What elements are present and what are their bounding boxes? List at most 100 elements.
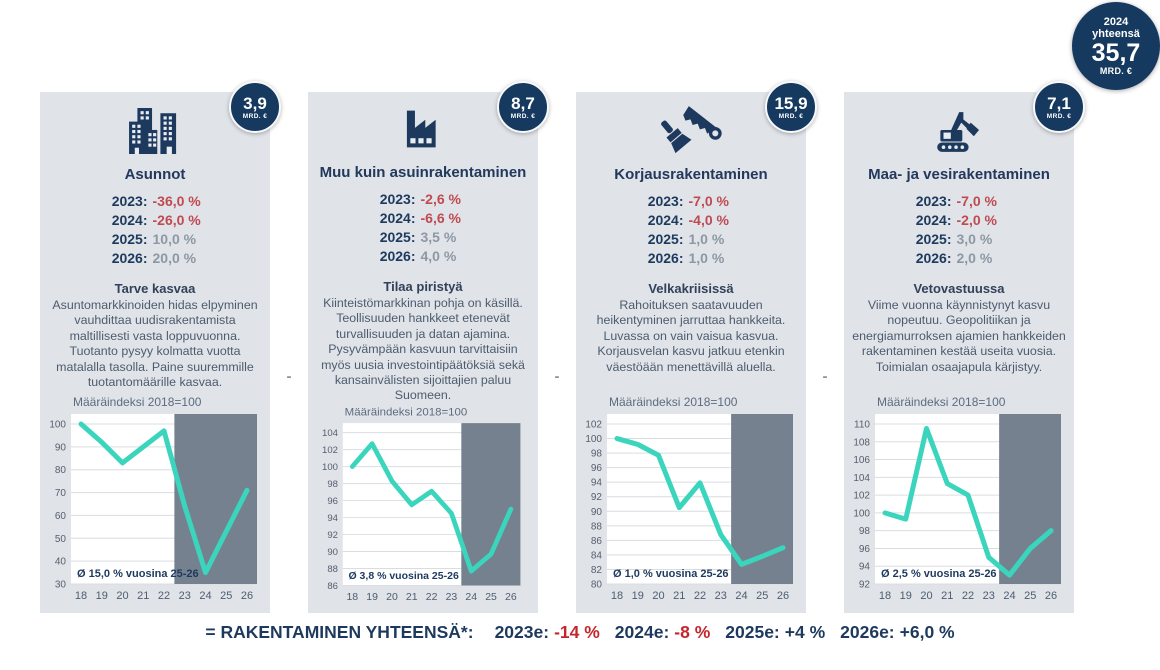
- y-tick-label: 102: [585, 420, 602, 431]
- x-tick-label: 25: [485, 590, 497, 602]
- year-label: 2025:: [111, 231, 148, 247]
- index-line: [882, 425, 1054, 578]
- volume-index-chart-muu-kuin-asuinrakentaminen: Määräindeksi 2018=100 104 102 100 98 96 94 92 90…: [322, 406, 521, 602]
- y-tick-label: 30: [55, 580, 67, 591]
- total-badge-value: 35,7: [1091, 39, 1141, 67]
- year-label: 2023:: [111, 193, 148, 209]
- index-line: [614, 436, 786, 567]
- year-row: 2023: -7,0 %: [900, 192, 1019, 211]
- year-value: 3,5 %: [420, 229, 457, 245]
- y-tick-label: 96: [327, 496, 338, 507]
- y-tick-label: 94: [591, 478, 603, 489]
- year-value: -2,6 %: [420, 191, 461, 207]
- panel-title: Asunnot: [124, 166, 186, 183]
- x-tick-label: 20: [116, 590, 128, 602]
- y-tick-label: 80: [591, 580, 603, 591]
- total-badge-unit: MRD. €: [1099, 66, 1133, 76]
- x-tick-label: 23: [179, 590, 191, 602]
- summary-item: 2026e: +6,0 %: [840, 622, 954, 642]
- year-label: 2026:: [111, 250, 148, 266]
- year-row: 2025: 3,5 %: [364, 228, 483, 247]
- volume-index-chart-asunnot: Määräindeksi 2018=100 100 90 80 70 60 50 40 30 18…: [49, 395, 257, 602]
- panel-maa-ja-vesirakentaminen: 7,1 MRD. € Maa- ja vesirakentaminen: [844, 81, 1085, 613]
- x-tick-label: 18: [346, 590, 358, 602]
- x-tick-label: 18: [75, 590, 87, 602]
- year-label: 2025:: [379, 229, 416, 245]
- x-tick-label: 18: [611, 590, 623, 602]
- y-tick-label: 88: [327, 563, 338, 574]
- summary-item: 2024e: -8 %: [615, 622, 710, 642]
- year-row: 2025: 10,0 %: [96, 230, 215, 249]
- year-row: 2023: -7,0 %: [632, 192, 751, 211]
- y-tick-label: 92: [859, 580, 871, 591]
- y-tick-label: 100: [322, 462, 338, 473]
- forecast-region: [999, 414, 1061, 584]
- x-tick-label: 24: [735, 590, 747, 602]
- index-line: [349, 440, 514, 574]
- year-value: 10,0 %: [152, 231, 197, 247]
- summary-year-label: 2024e:: [614, 622, 670, 642]
- y-tick-label: 86: [591, 536, 603, 547]
- panel-body-text: Viime vuonna käynnistynyt kasvu nopeutuu…: [852, 298, 1066, 374]
- y-tick-label: 86: [327, 580, 338, 591]
- y-tick-label: 100: [853, 508, 870, 519]
- panel-headline: Tarve kasvaa: [114, 281, 196, 296]
- average-growth-label: Ø 3,8 % vuosina 25-26: [348, 569, 458, 581]
- sector-value-badge: 7,1 MRD. €: [1033, 81, 1085, 133]
- y-tick-label: 104: [322, 428, 339, 439]
- year-forecast-list: 2023: -7,0 % 2024: -2,0 % 2025: 3,0 % 20…: [900, 192, 1019, 268]
- x-tick-label: 22: [158, 590, 170, 602]
- y-tick-label: 94: [859, 562, 871, 573]
- chart-title: Määräindeksi 2018=100: [73, 395, 202, 409]
- year-label: 2023:: [915, 193, 952, 209]
- x-tick-label: 26: [1045, 590, 1057, 602]
- year-row: 2024: -26,0 %: [96, 211, 215, 230]
- volume-index-chart-korjausrakentaminen: Määräindeksi 2018=100 102 100 98 96 94 92 90 88 8…: [585, 395, 793, 602]
- x-tick-label: 21: [406, 590, 418, 602]
- x-tick-label: 18: [879, 590, 891, 602]
- y-tick-label: 90: [591, 507, 603, 518]
- badge-unit: MRD. €: [778, 112, 804, 120]
- panel-separator: -: [554, 368, 560, 385]
- y-tick-label: 100: [49, 420, 66, 431]
- total-badge: 2024 yhteensä 35,7 MRD. €: [1072, 2, 1160, 90]
- y-tick-label: 102: [853, 491, 870, 502]
- year-value: -7,0 %: [688, 193, 729, 209]
- summary-year-value: +4 %: [784, 622, 826, 642]
- y-tick-label: 80: [55, 465, 67, 476]
- badge-value: 15,9: [774, 93, 808, 113]
- y-tick-label: 88: [591, 521, 603, 532]
- year-row: 2026: 20,0 %: [96, 249, 215, 268]
- paintbrush-saw-icon: [660, 106, 722, 154]
- panel-headline: Tilaa piristyä: [383, 279, 463, 294]
- year-label: 2024:: [111, 212, 148, 228]
- y-tick-label: 82: [591, 565, 603, 576]
- x-tick-label: 21: [673, 590, 685, 602]
- panel-headline: Velkakriisissä: [648, 281, 734, 296]
- chart-title: Määräindeksi 2018=100: [345, 406, 468, 418]
- year-row: 2023: -2,6 %: [364, 190, 483, 209]
- y-tick-label: 50: [55, 534, 67, 545]
- x-tick-label: 23: [715, 590, 727, 602]
- x-tick-label: 26: [505, 590, 517, 602]
- badge-value: 3,9: [243, 93, 267, 113]
- x-tick-label: 19: [900, 590, 912, 602]
- year-value: -26,0 %: [152, 212, 201, 228]
- year-label: 2024:: [915, 212, 952, 228]
- excavator-icon: [937, 112, 979, 152]
- year-value: -36,0 %: [152, 193, 201, 209]
- x-tick-label: 19: [632, 590, 644, 602]
- year-row: 2024: -6,6 %: [364, 209, 483, 228]
- summary-year-value: -14 %: [554, 622, 600, 642]
- year-value: 20,0 %: [152, 250, 197, 266]
- y-tick-label: 92: [591, 492, 603, 503]
- volume-index-chart-maa-ja-vesirakentaminen: Määräindeksi 2018=100 110 108 106 104 102 100 9…: [853, 395, 1061, 602]
- x-tick-label: 24: [199, 590, 211, 602]
- summary-row: = RAKENTAMINEN YHTEENSÄ*: 2023e: -14 % 2024…: [0, 622, 1160, 643]
- summary-year-label: 2023e:: [494, 622, 550, 642]
- x-tick-label: 23: [983, 590, 995, 602]
- year-forecast-list: 2023: -7,0 % 2024: -4,0 % 2025: 1,0 % 20…: [632, 192, 751, 268]
- year-value: 1,0 %: [688, 250, 725, 266]
- panel-headline: Vetovastuussa: [913, 281, 1005, 296]
- panel-body-text: Rahoituksen saatavuuden heikentyminen ja…: [596, 298, 786, 374]
